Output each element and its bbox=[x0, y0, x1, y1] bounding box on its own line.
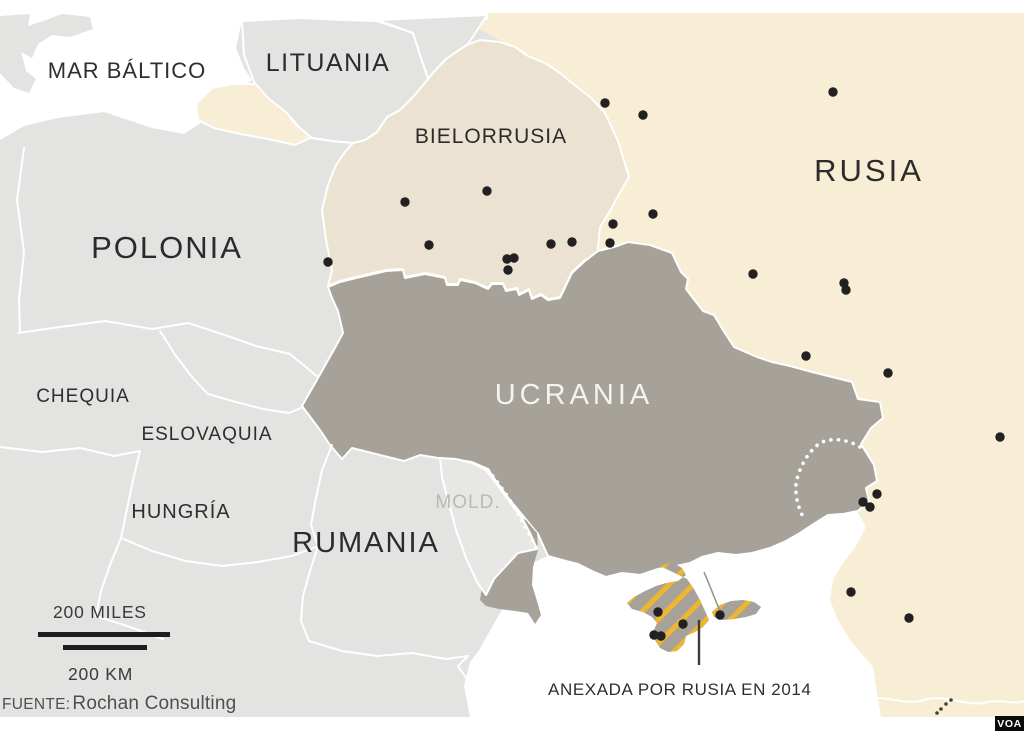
position-dot bbox=[424, 240, 434, 250]
position-dot bbox=[949, 698, 953, 702]
position-dot bbox=[841, 285, 851, 295]
position-dot bbox=[939, 707, 943, 711]
voa-logo: VOA bbox=[995, 716, 1024, 731]
position-dot bbox=[323, 257, 333, 267]
position-dot bbox=[678, 619, 688, 629]
source-name: Rochan Consulting bbox=[72, 693, 237, 714]
scale-km-bar bbox=[63, 645, 147, 650]
country-russia bbox=[455, 13, 1024, 717]
country-borders bbox=[0, 137, 1024, 705]
country-ukraine bbox=[301, 241, 884, 578]
source-attribution: FUENTE: Rochan Consulting bbox=[2, 693, 236, 715]
crimea-annotation: ANEXADA POR RUSIA EN 2014 bbox=[548, 680, 812, 699]
arabat-spit-line bbox=[703, 571, 721, 612]
position-dot bbox=[546, 239, 556, 249]
position-dot bbox=[904, 613, 914, 623]
position-dot bbox=[600, 98, 610, 108]
position-dot bbox=[656, 631, 666, 641]
baltic-sea bbox=[0, 13, 488, 140]
position-dot bbox=[801, 351, 811, 361]
position-dot bbox=[638, 110, 648, 120]
position-dot bbox=[509, 253, 519, 263]
position-dot bbox=[995, 432, 1005, 442]
position-dot bbox=[715, 610, 725, 620]
small-dotted-trail bbox=[935, 698, 953, 715]
country-moldova bbox=[439, 457, 538, 596]
position-dot bbox=[858, 497, 868, 507]
scale-km-label: 200 KM bbox=[68, 664, 134, 684]
position-dot bbox=[748, 269, 758, 279]
position-dot bbox=[883, 368, 893, 378]
military-position-dots bbox=[323, 87, 1005, 641]
position-dot bbox=[872, 489, 882, 499]
position-dot bbox=[846, 587, 856, 597]
scandinavia-coast bbox=[0, 14, 93, 93]
source-prefix: FUENTE: bbox=[2, 696, 71, 713]
position-dot bbox=[503, 265, 513, 275]
scale-miles-bar bbox=[38, 632, 170, 637]
scale-miles-label: 200 MILES bbox=[53, 602, 147, 622]
position-dot bbox=[865, 502, 875, 512]
position-dot bbox=[567, 237, 577, 247]
position-dot bbox=[400, 197, 410, 207]
position-dot bbox=[502, 254, 512, 264]
position-dot bbox=[828, 87, 838, 97]
position-dot bbox=[482, 186, 492, 196]
country-latvia bbox=[376, 14, 488, 79]
position-dot bbox=[648, 209, 658, 219]
position-dot bbox=[935, 711, 939, 715]
position-dot bbox=[944, 702, 948, 706]
position-dot bbox=[653, 607, 663, 617]
voa-logo-text: VOA bbox=[997, 717, 1022, 730]
position-dot bbox=[608, 219, 618, 229]
position-dot bbox=[605, 238, 615, 248]
donbas-dotted-line bbox=[794, 437, 862, 521]
position-dot bbox=[649, 630, 659, 640]
region-crimea bbox=[627, 562, 761, 652]
